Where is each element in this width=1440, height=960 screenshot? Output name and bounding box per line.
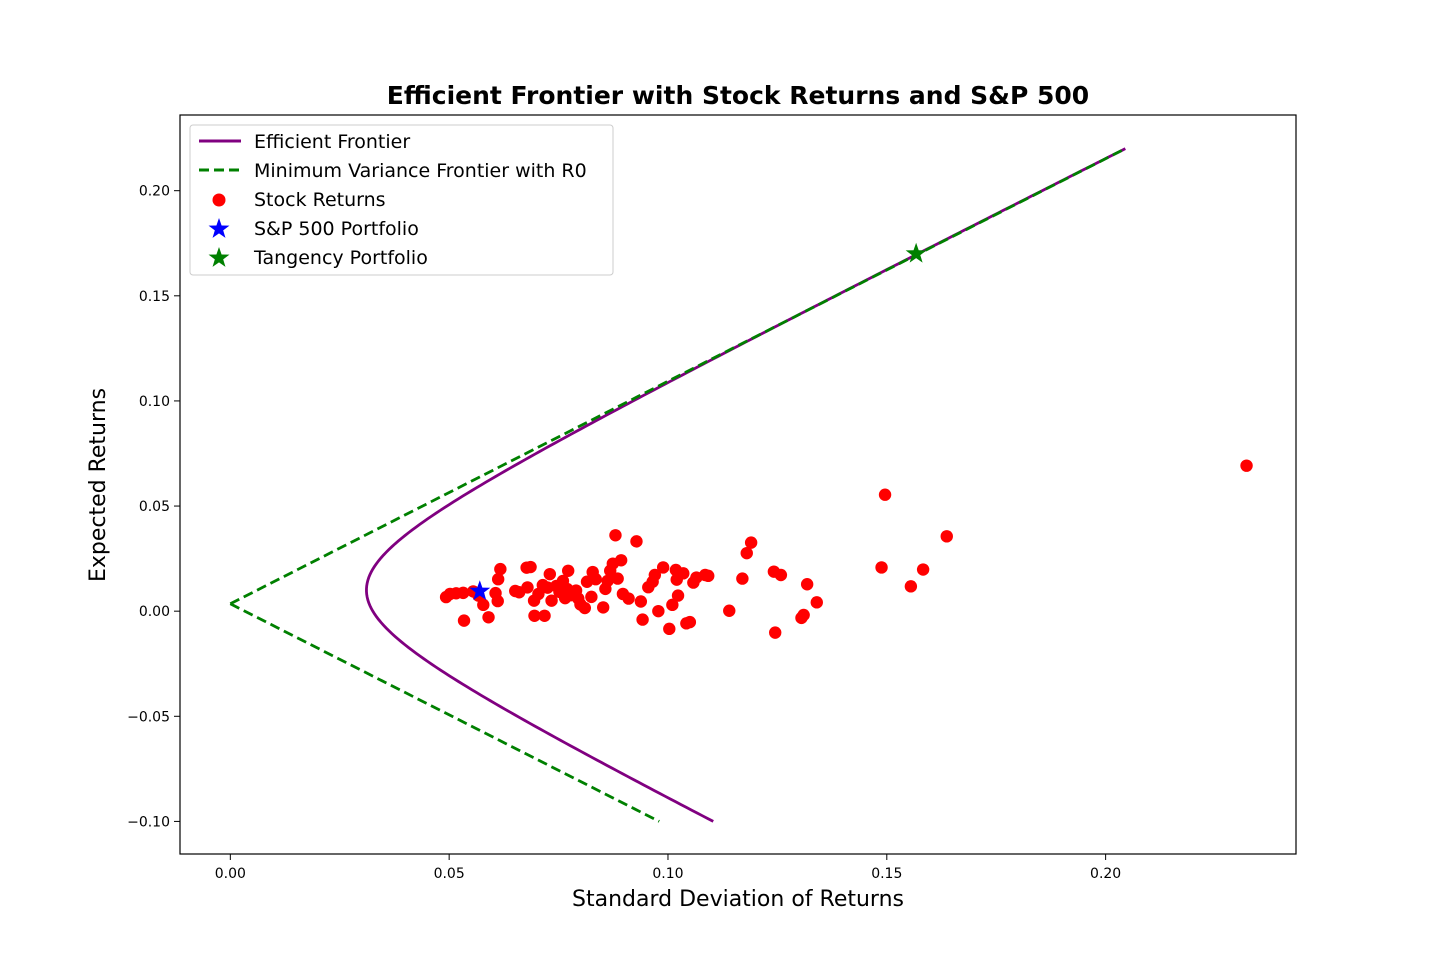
y-axis-label: Expected Returns <box>86 388 111 582</box>
stock-return-point <box>744 536 758 549</box>
stock-return-point <box>538 609 551 622</box>
stock-return-point <box>491 573 505 586</box>
sp500-portfolio-star <box>469 580 491 601</box>
stock-return-point <box>774 568 788 582</box>
stock-return-point <box>723 604 736 617</box>
stock-return-point <box>916 563 930 576</box>
x-tick-label: 0.00 <box>215 866 246 882</box>
stock-return-point <box>810 596 823 609</box>
stock-return-point <box>524 560 537 574</box>
legend-tangency-label: Tangency Portfolio <box>253 247 428 269</box>
stock-return-point <box>736 572 749 585</box>
legend-tangency-star-icon <box>208 247 230 267</box>
stock-return-point <box>609 529 622 542</box>
stock-return-point <box>677 567 690 580</box>
stock-return-point <box>494 562 507 576</box>
stock-return-point <box>666 598 679 612</box>
plot-area <box>229 147 1253 823</box>
stock-return-point <box>671 589 685 602</box>
stock-return-point <box>543 567 557 581</box>
stock-return-point <box>648 568 662 582</box>
legend-stock-returns-marker <box>212 193 226 207</box>
mvf-upper-line <box>229 147 1126 606</box>
y-tick-label: 0.05 <box>139 499 170 515</box>
stock-return-point <box>477 598 490 612</box>
stock-return-point <box>589 573 602 586</box>
stock-return-point <box>456 586 470 600</box>
stock-return-point <box>561 564 575 577</box>
stock-return-point <box>875 561 888 574</box>
x-axis-label: Standard Deviation of Returns <box>572 887 904 912</box>
stock-return-point <box>940 530 953 543</box>
y-tick-label: −0.05 <box>127 709 170 725</box>
stock-return-point <box>797 608 810 622</box>
legend-efficient-frontier-label: Efficient Frontier <box>254 131 410 153</box>
plot-frame <box>179 114 1297 855</box>
stock-return-point <box>702 569 715 583</box>
stock-return-point <box>457 614 471 627</box>
x-tick-label: 0.10 <box>652 866 683 882</box>
chart-title: Efficient Frontier with Stock Returns an… <box>387 81 1089 110</box>
y-tick-label: 0.20 <box>139 184 170 200</box>
stock-return-point <box>630 535 643 548</box>
stock-return-point <box>636 613 649 626</box>
x-tick-label: 0.15 <box>871 866 902 882</box>
stock-return-point <box>528 609 541 622</box>
stock-return-point <box>482 611 495 624</box>
legend-box <box>189 124 614 276</box>
legend: Efficient Frontier Minimum Variance Fron… <box>189 124 614 276</box>
mvf-lower-line <box>229 602 660 823</box>
stock-return-point <box>800 578 814 591</box>
legend-sp500-star-icon <box>208 218 230 238</box>
stock-return-point <box>652 604 665 618</box>
stock-return-point <box>545 594 558 607</box>
stock-return-point <box>614 554 628 567</box>
stock-return-point <box>601 574 614 588</box>
stock-return-point <box>740 546 753 560</box>
stock-return-point <box>634 595 648 608</box>
stock-return-point <box>578 601 592 615</box>
stock-return-point <box>585 590 598 604</box>
stock-return-point <box>683 615 697 629</box>
axis-ticks: 0.00 0.05 0.10 0.15 0.20 −0.10 −0.05 0.00 0.05 0.… <box>127 184 1121 882</box>
stock-return-point <box>1240 459 1253 472</box>
y-tick-label: −0.10 <box>127 814 170 830</box>
stock-return-point <box>769 626 782 639</box>
y-tick-label: 0.15 <box>139 289 170 305</box>
stock-return-point <box>656 561 670 574</box>
legend-mvf-label: Minimum Variance Frontier with R0 <box>254 160 587 182</box>
stock-return-point <box>597 601 610 614</box>
stock-return-point <box>878 488 892 501</box>
stock-return-point <box>521 581 534 594</box>
y-tick-label: 0.10 <box>139 394 170 410</box>
stock-return-point <box>491 594 504 608</box>
legend-stock-returns-label: Stock Returns <box>254 189 386 211</box>
stock-return-point <box>622 592 635 605</box>
legend-sp500-label: S&P 500 Portfolio <box>254 218 419 240</box>
tangency-portfolio-star <box>905 242 927 263</box>
x-tick-label: 0.05 <box>434 866 465 882</box>
y-tick-label: 0.00 <box>139 604 170 620</box>
stock-return-point <box>663 622 676 636</box>
x-tick-label: 0.20 <box>1090 866 1121 882</box>
stock-return-point <box>904 580 918 593</box>
stock-return-point <box>611 572 624 585</box>
